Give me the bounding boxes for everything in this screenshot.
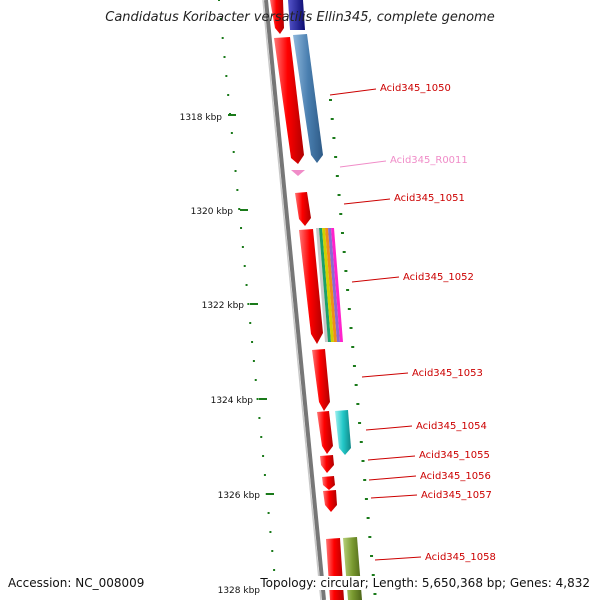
gene-acid345-1057[interactable]	[323, 490, 337, 512]
genome-backbone-highlight	[262, 0, 322, 600]
rna-acid345-r0011[interactable]	[291, 170, 305, 176]
gene-label[interactable]: Acid345_1051	[394, 193, 465, 204]
topology-text: Topology: circular; Length: 5,650,368 bp…	[260, 576, 590, 590]
gene-acid345-1054-outer[interactable]	[335, 410, 351, 455]
gene-acid345-1056[interactable]	[322, 476, 335, 490]
gene-label[interactable]: Acid345_1058	[425, 552, 496, 563]
accession-text: Accession: NC_008009	[8, 576, 145, 590]
scale-label: 1324 kbp	[211, 396, 254, 406]
gene-acid345-1058[interactable]	[326, 538, 344, 600]
gene-acid345-1055[interactable]	[320, 455, 334, 473]
gene-acid345-1050[interactable]	[274, 37, 304, 164]
gene-feature-top-navy[interactable]	[288, 0, 305, 30]
scale-bar: 1318 kbp 1320 kbp 1322 kbp 1324 kbp 1326…	[180, 113, 280, 596]
gene-label[interactable]: Acid345_R0011	[390, 155, 468, 166]
gene-label[interactable]: Acid345_1054	[416, 421, 487, 432]
scale-label: 1328 kbp	[218, 586, 261, 596]
scale-label: 1326 kbp	[218, 491, 261, 501]
scale-dot-track	[218, 0, 277, 590]
gene-label[interactable]: Acid345_1056	[420, 471, 491, 482]
outer-dot-track	[329, 99, 377, 595]
gene-acid345-1053[interactable]	[312, 349, 330, 411]
gene-label[interactable]: Acid345_1055	[419, 450, 490, 461]
gene-feature-top[interactable]	[270, 0, 284, 34]
scale-label: 1320 kbp	[191, 207, 234, 217]
scale-label: 1322 kbp	[202, 301, 245, 311]
leader-lines	[329, 88, 422, 561]
page-title: Candidatus Koribacter versatilis Ellin34…	[105, 10, 495, 25]
gene-label[interactable]: Acid345_1050	[380, 83, 451, 94]
gene-acid345-1052-annotation-stripes	[316, 228, 343, 342]
gene-label[interactable]: Acid345_1052	[403, 272, 474, 283]
gene-acid345-1052[interactable]	[299, 229, 323, 344]
gene-label[interactable]: Acid345_1057	[421, 490, 492, 501]
scale-label: 1318 kbp	[180, 113, 223, 123]
gene-acid345-1058-outer[interactable]	[343, 537, 362, 600]
genome-backbone	[264, 0, 326, 600]
gene-label[interactable]: Acid345_1053	[412, 368, 483, 379]
gene-acid345-1054[interactable]	[317, 411, 333, 454]
gene-acid345-1050-outer[interactable]	[293, 34, 323, 163]
gene-acid345-1051[interactable]	[295, 192, 311, 226]
